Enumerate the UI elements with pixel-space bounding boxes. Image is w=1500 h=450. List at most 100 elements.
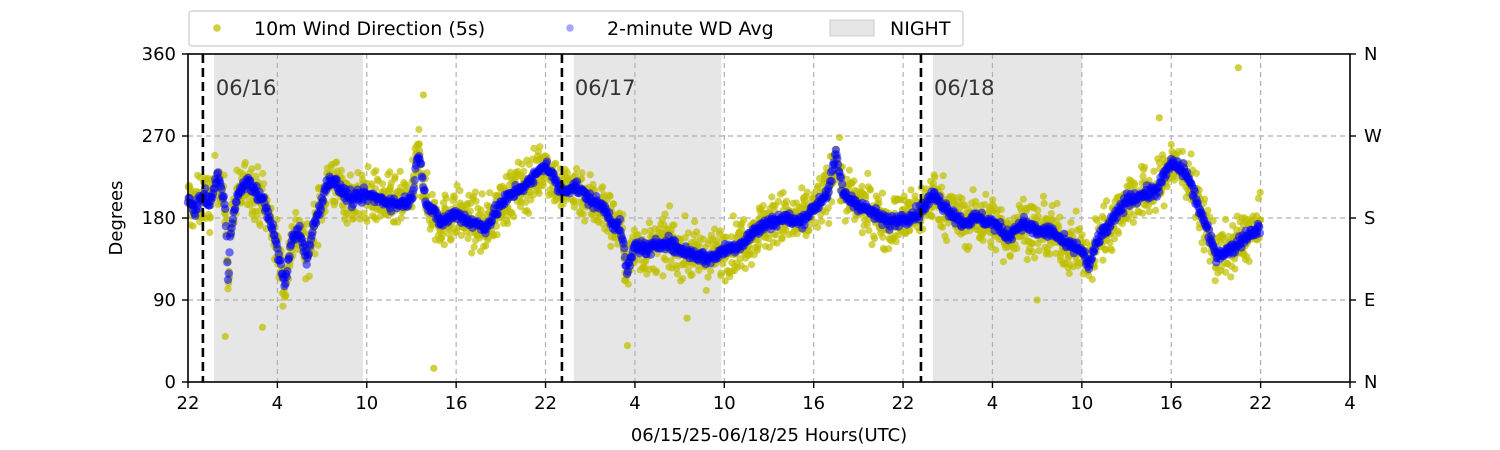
legend-marker-0 [213, 24, 221, 32]
wd-point [518, 160, 526, 168]
wd-point [717, 269, 725, 277]
wd-point [279, 302, 287, 310]
wd-point [494, 191, 502, 199]
wd-point [536, 143, 544, 151]
wd-point [667, 257, 675, 265]
wd-point [1192, 169, 1200, 177]
wd-point [1034, 212, 1042, 221]
wd-avg-point [838, 180, 847, 189]
wd-point [1139, 172, 1147, 180]
wd-avg-point [420, 186, 429, 195]
wd-point [969, 186, 977, 194]
x-tick-label-11: 16 [1160, 393, 1183, 414]
wd-point [1013, 244, 1021, 253]
wd-avg-point [231, 204, 240, 213]
wd-point [805, 227, 813, 235]
wd-point [1031, 254, 1039, 262]
wd-point [666, 202, 674, 210]
wd-point [346, 171, 354, 179]
y2-tick-label-1: E [1364, 290, 1375, 311]
wd-point [482, 242, 490, 250]
wd-point [717, 227, 725, 235]
wd-point [363, 217, 371, 226]
wd-point [563, 195, 571, 203]
wd-point [836, 133, 844, 142]
wd-point [997, 206, 1005, 214]
wd-point [254, 163, 262, 171]
wd-point [727, 233, 736, 241]
wd-point [581, 217, 589, 225]
wd-point [430, 364, 438, 372]
wd-point [841, 217, 849, 225]
wd-point [641, 227, 649, 236]
wd-point [563, 168, 572, 177]
wd-point [386, 168, 394, 176]
wd-avg-point [572, 177, 582, 186]
day-boundary-lines: 06/16 06/17 06/18 [201, 54, 994, 382]
wd-point [673, 264, 681, 272]
x-tick-label-7: 16 [802, 393, 825, 414]
wd-avg-point [276, 260, 286, 269]
wd-point [552, 159, 560, 167]
wd-point [1093, 216, 1101, 224]
wd-point [466, 207, 474, 215]
wd-point [1231, 265, 1239, 273]
y-tick-label-0: 0 [165, 372, 176, 393]
wd-point [248, 165, 256, 173]
wd-point [755, 241, 763, 249]
wd-point [670, 221, 678, 229]
wd-point [343, 219, 351, 227]
wd-point [1170, 176, 1178, 184]
wd-point [929, 180, 938, 188]
wd-point [722, 233, 730, 241]
wd-point [1039, 192, 1048, 200]
wd-point [858, 182, 866, 191]
wd-avg-point [302, 260, 311, 269]
wd-point [1046, 250, 1054, 258]
wd-avg-point [306, 241, 315, 251]
wd-point [1150, 167, 1158, 175]
wd-point [252, 172, 260, 180]
wd-avg-point [827, 177, 836, 186]
wd-avg-point [833, 160, 843, 169]
wd-point [607, 242, 615, 250]
wd-point [1245, 257, 1253, 265]
wd-point [486, 189, 494, 197]
wd-avg-point [295, 221, 304, 231]
wd-point [741, 264, 749, 273]
wd-point [989, 196, 997, 204]
wd-avg-point [615, 214, 625, 224]
legend-label-0: 10m Wind Direction (5s) [254, 18, 485, 40]
wd-avg-point [620, 244, 629, 253]
wd-point [1211, 277, 1219, 285]
wd-point [1072, 207, 1080, 215]
wd-point [1040, 199, 1048, 207]
wd-point [1187, 150, 1195, 158]
legend-label-1: 2-minute WD Avg [607, 18, 774, 40]
wd-point [778, 234, 786, 242]
wd-point [453, 181, 461, 189]
wd-point [456, 187, 464, 195]
wd-point [332, 158, 341, 166]
wd-point [259, 169, 267, 178]
wd-avg-point [219, 192, 228, 201]
wd-avg-point [1154, 187, 1164, 196]
wd-point [879, 233, 887, 241]
wd-point [529, 191, 537, 199]
wd-point [683, 314, 691, 322]
day-label-1: 06/17 [575, 76, 636, 100]
wd-point [440, 241, 448, 249]
wd-point [493, 231, 501, 239]
wd-avg-point [605, 208, 614, 217]
wd-point [711, 225, 719, 233]
wd-point [472, 197, 480, 205]
wd-avg-point [1087, 254, 1097, 263]
wd-avg-point [529, 178, 538, 188]
wd-point [415, 140, 423, 148]
wd-point [740, 216, 748, 224]
wd-point [211, 151, 219, 159]
wd-avg-point [977, 208, 986, 218]
wd-point [311, 250, 319, 258]
wd-point [704, 273, 712, 281]
